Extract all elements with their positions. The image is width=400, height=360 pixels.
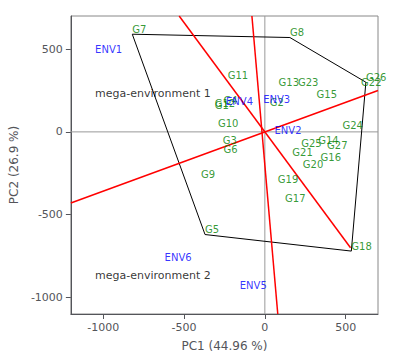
svg-text:PC1 (44.96 %): PC1 (44.96 %) <box>181 339 267 353</box>
svg-text:G8: G8 <box>290 27 304 38</box>
svg-text:ENV5: ENV5 <box>240 280 267 291</box>
svg-text:G20: G20 <box>303 159 323 170</box>
svg-text:0: 0 <box>261 321 268 334</box>
svg-text:G17: G17 <box>285 193 305 204</box>
svg-text:G19: G19 <box>278 174 298 185</box>
svg-text:G1: G1 <box>214 99 229 111</box>
svg-text:500: 500 <box>42 43 63 56</box>
svg-text:G21: G21 <box>292 147 313 159</box>
svg-text:G9: G9 <box>201 169 215 180</box>
svg-text:0: 0 <box>56 125 63 138</box>
svg-text:ENV4: ENV4 <box>226 96 253 107</box>
svg-text:ENV3: ENV3 <box>263 94 290 105</box>
svg-text:G15: G15 <box>317 89 337 100</box>
svg-text:-500: -500 <box>172 321 197 334</box>
svg-text:G25: G25 <box>301 138 321 149</box>
svg-text:G27: G27 <box>327 140 347 151</box>
svg-text:G6: G6 <box>224 144 238 155</box>
svg-text:G5: G5 <box>205 224 219 235</box>
svg-text:G13: G13 <box>279 77 299 88</box>
svg-text:mega-environment 2: mega-environment 2 <box>95 269 211 282</box>
svg-text:-500: -500 <box>38 208 63 221</box>
svg-text:ENV6: ENV6 <box>165 252 192 263</box>
svg-text:G16: G16 <box>321 152 341 163</box>
svg-text:500: 500 <box>335 321 356 334</box>
svg-text:G24: G24 <box>342 120 362 131</box>
svg-text:-1000: -1000 <box>87 321 119 334</box>
svg-text:G18: G18 <box>351 241 371 252</box>
svg-text:G26: G26 <box>366 72 386 83</box>
svg-text:G7: G7 <box>132 24 146 35</box>
svg-text:mega-environment 1: mega-environment 1 <box>95 87 211 100</box>
svg-text:G3: G3 <box>222 134 237 146</box>
svg-text:G23: G23 <box>298 77 318 88</box>
svg-text:G11: G11 <box>228 70 248 81</box>
svg-text:-1000: -1000 <box>31 291 63 304</box>
svg-text:G10: G10 <box>218 118 238 129</box>
svg-text:ENV2: ENV2 <box>275 125 302 136</box>
svg-text:PC2 (26.9 %): PC2 (26.9 %) <box>7 126 21 204</box>
svg-text:ENV1: ENV1 <box>95 44 122 55</box>
